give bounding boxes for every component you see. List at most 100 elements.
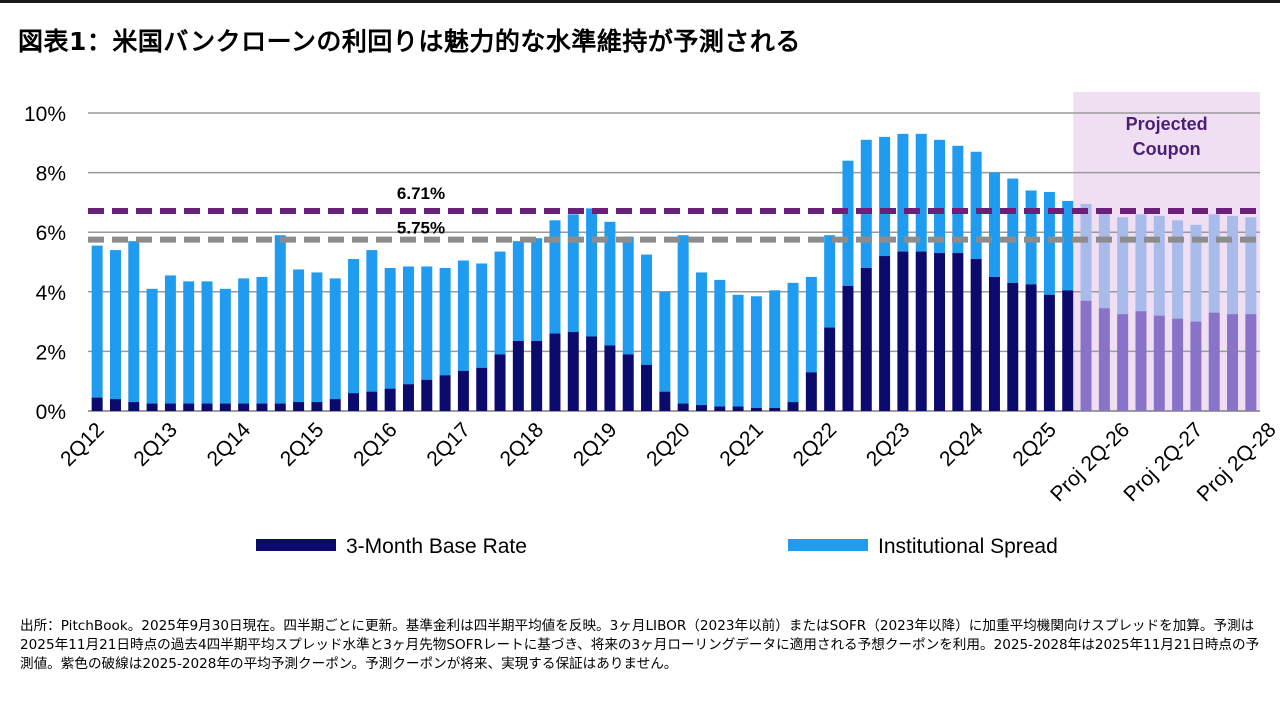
bar-institutional-spread — [952, 145, 964, 254]
x-tick-label: 2Q19 — [569, 418, 622, 471]
bar-base-rate — [274, 403, 286, 411]
bar-institutional-spread — [384, 267, 396, 389]
bar-institutional-spread — [1208, 214, 1220, 313]
bar-institutional-spread — [787, 282, 799, 403]
reference-line-label: 5.75% — [397, 219, 445, 238]
bar-institutional-spread — [274, 235, 286, 404]
bar-base-rate — [1135, 311, 1147, 411]
bar-base-rate — [1062, 290, 1074, 411]
bar-base-rate — [128, 402, 140, 411]
y-tick-label: 2% — [36, 341, 66, 364]
x-tick-label: 2Q13 — [129, 418, 182, 471]
x-tick-label: Proj 2Q-27 — [1119, 418, 1207, 506]
bar-institutional-spread — [567, 214, 579, 333]
bar-base-rate — [512, 340, 524, 411]
bar-base-rate — [256, 403, 268, 411]
bar-institutional-spread — [970, 151, 982, 260]
bar-institutional-spread — [164, 275, 176, 404]
bar-base-rate — [1208, 312, 1220, 411]
bar-base-rate — [641, 364, 653, 411]
bar-base-rate — [622, 354, 634, 411]
bar-base-rate — [1245, 314, 1257, 411]
y-tick-label: 8% — [36, 163, 66, 186]
bar-institutional-spread — [439, 267, 451, 376]
bar-institutional-spread — [824, 235, 836, 328]
bar-institutional-spread — [91, 245, 103, 398]
bar-base-rate — [329, 399, 341, 411]
bar-institutional-spread — [109, 250, 121, 400]
bar-base-rate — [348, 393, 360, 411]
bar-institutional-spread — [842, 160, 854, 286]
bar-institutional-spread — [677, 235, 689, 404]
bar-institutional-spread — [128, 241, 140, 403]
bar-base-rate — [384, 388, 396, 411]
bar-institutional-spread — [201, 281, 213, 404]
bar-base-rate — [421, 379, 433, 411]
bar-base-rate — [238, 403, 250, 411]
bar-institutional-spread — [1153, 215, 1165, 316]
bar-base-rate — [1190, 321, 1202, 411]
bar-institutional-spread — [1080, 203, 1092, 301]
bar-institutional-spread — [549, 220, 561, 334]
x-tick-label: 2Q25 — [1008, 418, 1061, 471]
bar-base-rate — [1227, 314, 1239, 411]
x-tick-label: Proj 2Q-26 — [1046, 418, 1134, 506]
bar-base-rate — [970, 259, 982, 411]
bar-institutional-spread — [494, 251, 506, 355]
bar-institutional-spread — [1245, 217, 1257, 315]
bar-base-rate — [714, 406, 726, 411]
bar-base-rate — [1153, 315, 1165, 411]
bar-institutional-spread — [457, 260, 469, 371]
bar-base-rate — [183, 403, 195, 411]
bar-base-rate — [1043, 294, 1055, 411]
bar-institutional-spread — [1172, 220, 1184, 319]
x-tick-label: 2Q17 — [422, 418, 475, 471]
bar-institutional-spread — [897, 133, 909, 252]
bar-institutional-spread — [879, 136, 891, 257]
bar-institutional-spread — [348, 259, 360, 394]
bar-institutional-spread — [860, 139, 872, 268]
bar-institutional-spread — [714, 279, 726, 407]
bar-institutional-spread — [219, 288, 231, 404]
bar-base-rate — [915, 251, 927, 411]
bar-institutional-spread — [238, 278, 250, 404]
bar-base-rate — [732, 406, 744, 411]
bar-institutional-spread — [1190, 224, 1202, 322]
x-tick-label: 2Q21 — [715, 418, 768, 471]
bar-base-rate — [1117, 314, 1129, 411]
bar-institutional-spread — [183, 281, 195, 404]
bar-base-rate — [311, 402, 323, 411]
reference-line-label: 6.71% — [397, 184, 445, 203]
bar-base-rate — [531, 340, 543, 411]
legend-swatch — [256, 539, 336, 551]
bar-base-rate — [879, 256, 891, 411]
bar-institutional-spread — [1043, 191, 1055, 295]
bar-institutional-spread — [641, 254, 653, 365]
projected-band-label-line1: Projected — [1126, 114, 1208, 134]
bar-institutional-spread — [256, 276, 268, 404]
bar-institutional-spread — [1098, 211, 1110, 309]
bar-base-rate — [659, 391, 671, 411]
x-tick-label: 2Q24 — [935, 418, 988, 471]
bar-institutional-spread — [915, 133, 927, 252]
bar-base-rate — [604, 345, 616, 411]
bar-base-rate — [457, 370, 469, 411]
bar-base-rate — [109, 399, 121, 411]
bar-institutional-spread — [769, 290, 781, 409]
y-tick-label: 10% — [24, 103, 66, 126]
bar-institutional-spread — [604, 221, 616, 346]
bar-institutional-spread — [695, 272, 707, 406]
bar-institutional-spread — [988, 172, 1000, 277]
y-tick-label: 0% — [36, 401, 66, 424]
bar-institutional-spread — [586, 208, 598, 337]
x-tick-label: 2Q20 — [642, 418, 695, 471]
legend-label: Institutional Spread — [878, 535, 1058, 558]
bar-institutional-spread — [1007, 178, 1019, 283]
bar-base-rate — [1007, 282, 1019, 411]
bar-base-rate — [805, 372, 817, 411]
bar-base-rate — [988, 276, 1000, 411]
bar-institutional-spread — [622, 236, 634, 355]
bar-base-rate — [1080, 300, 1092, 411]
legend-swatch — [788, 539, 868, 551]
x-tick-label: 2Q18 — [496, 418, 549, 471]
